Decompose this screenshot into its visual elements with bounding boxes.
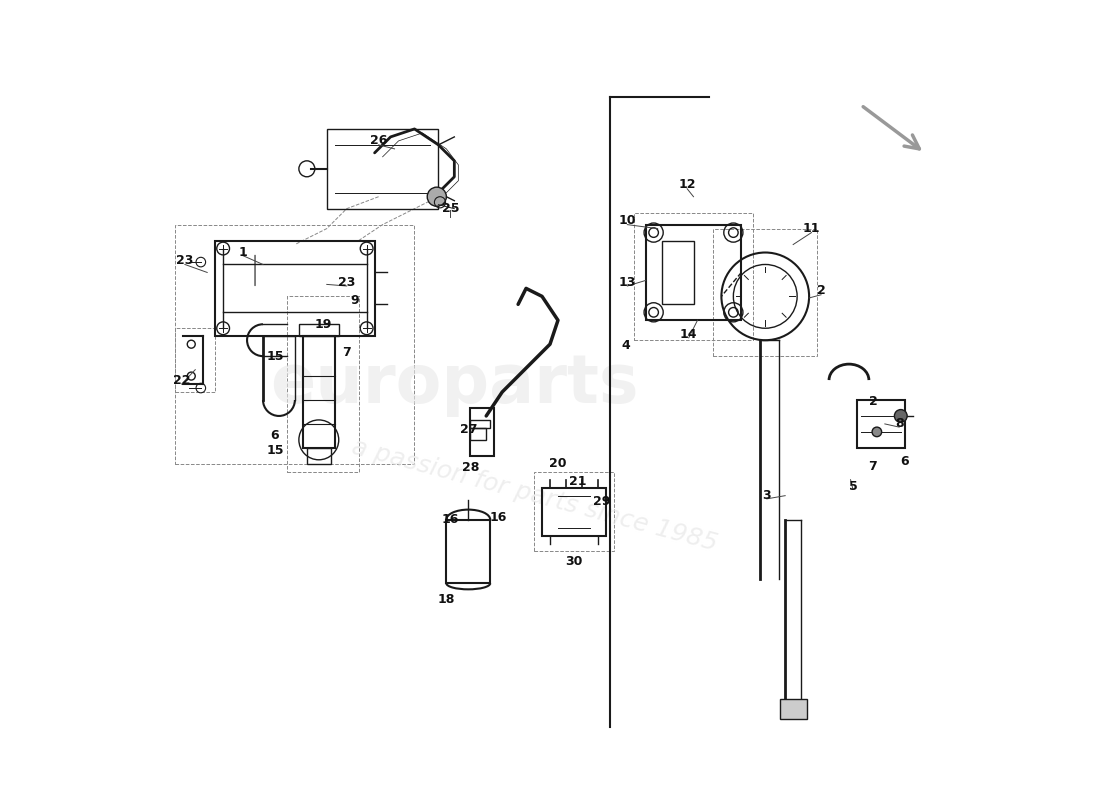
Text: 1: 1	[239, 246, 248, 259]
Text: 25: 25	[441, 202, 459, 215]
Text: 15: 15	[266, 444, 284, 457]
Bar	[535, 472, 614, 551]
Text: 16: 16	[442, 513, 459, 526]
Text: 7: 7	[869, 460, 878, 473]
Text: 16: 16	[490, 511, 507, 525]
Text: 15: 15	[266, 350, 284, 362]
Text: 13: 13	[618, 276, 636, 290]
Text: 6: 6	[901, 455, 909, 468]
Circle shape	[872, 427, 881, 437]
Text: 12: 12	[679, 178, 696, 191]
Text: 30: 30	[565, 554, 583, 567]
Text: 26: 26	[370, 134, 387, 147]
Text: 14: 14	[680, 328, 697, 341]
Bar	[780, 699, 806, 719]
Text: europarts: europarts	[271, 351, 639, 417]
Bar	[471, 420, 491, 428]
Text: 9: 9	[351, 294, 359, 307]
Bar	[327, 129, 439, 209]
Text: 23: 23	[338, 275, 355, 289]
Bar	[646, 225, 741, 320]
Text: 2: 2	[816, 284, 825, 298]
Text: 18: 18	[438, 593, 455, 606]
Bar	[447, 519, 491, 583]
Text: 8: 8	[895, 418, 903, 430]
Bar	[634, 213, 754, 340]
Text: 4: 4	[621, 339, 630, 352]
Text: 20: 20	[549, 458, 566, 470]
Bar	[542, 488, 606, 535]
Text: 11: 11	[803, 222, 821, 235]
Bar	[175, 328, 216, 392]
Bar	[471, 428, 486, 440]
Text: 23: 23	[176, 254, 194, 267]
Bar	[287, 296, 359, 472]
Text: 6: 6	[271, 430, 279, 442]
Text: 29: 29	[593, 494, 611, 508]
Text: a passion for parts since 1985: a passion for parts since 1985	[349, 435, 719, 556]
Text: 22: 22	[173, 374, 190, 386]
Text: 2: 2	[869, 395, 878, 408]
Bar	[307, 448, 331, 464]
Bar	[714, 229, 817, 356]
Bar	[471, 408, 494, 456]
Bar	[175, 225, 415, 464]
Text: 21: 21	[569, 475, 586, 488]
Text: 5: 5	[848, 479, 857, 493]
Text: 27: 27	[460, 423, 477, 436]
Bar	[857, 400, 905, 448]
Bar	[299, 324, 339, 336]
Text: 7: 7	[342, 346, 351, 358]
Circle shape	[427, 187, 447, 206]
Bar	[661, 241, 693, 304]
Text: 10: 10	[618, 214, 636, 227]
Text: 19: 19	[315, 318, 331, 330]
Bar	[302, 336, 334, 448]
Text: 3: 3	[762, 489, 771, 502]
Text: 28: 28	[462, 462, 478, 474]
Circle shape	[894, 410, 908, 422]
